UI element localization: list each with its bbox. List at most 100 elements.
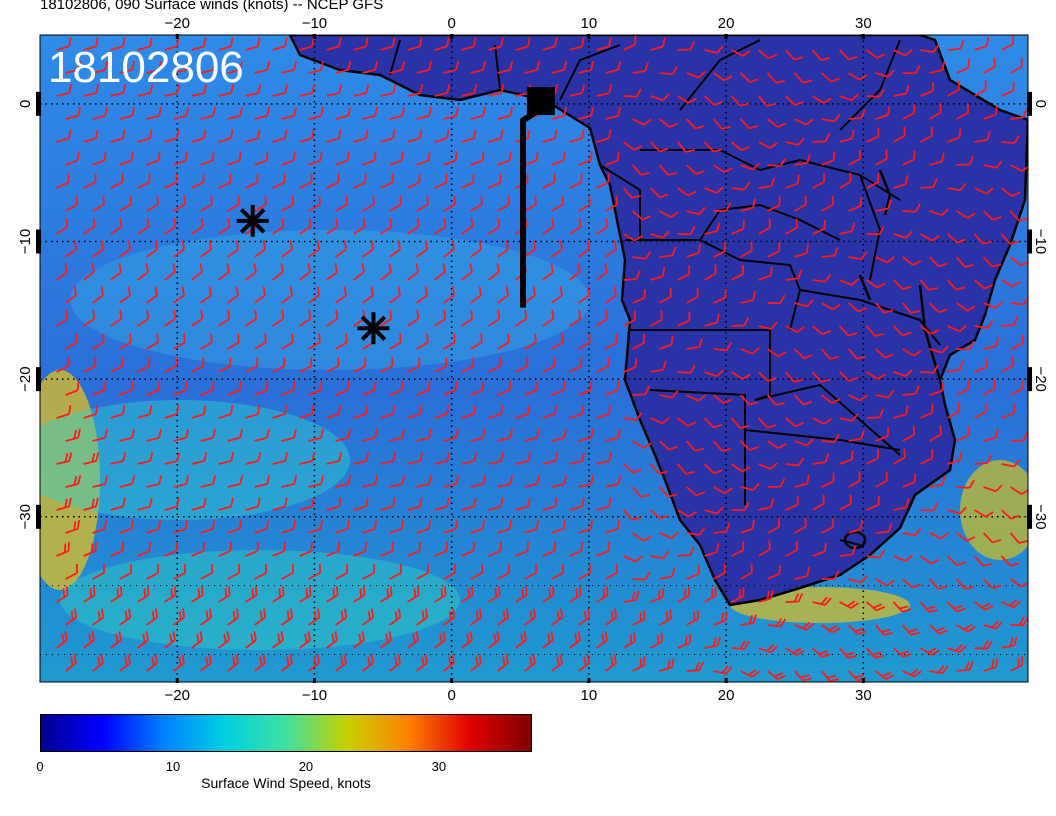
wind-barb [812,494,825,511]
wind-barb [254,564,267,580]
wind-barb [820,348,839,360]
wind-barb [137,129,153,143]
wind-barb [470,333,483,350]
wind-barb [335,60,352,74]
wind-barb [245,129,261,143]
wind-barb [983,428,999,442]
wind-barb [902,348,922,357]
wind-barb [821,518,835,534]
wind-barb [542,541,556,557]
wind-barb [1010,380,1023,396]
wind-barb [1010,656,1024,672]
wind-barb [839,494,852,511]
wind-barb [416,240,428,258]
wind-barb [488,541,502,557]
wind-barb [677,634,692,649]
wind-barb [632,440,652,449]
wind-barb [955,578,974,590]
wind-barb [200,60,217,74]
wind-barb [632,118,652,126]
wind-barb [578,608,591,626]
wind-barb [272,497,288,511]
wind-barb [605,519,620,534]
wind-barb [110,357,124,373]
wind-barb [227,60,244,74]
wind-barb [389,428,405,442]
wind-barb [757,371,777,382]
tick-mark [1027,91,1032,116]
tick-mark [36,367,41,392]
wind-barb [542,452,559,465]
wind-barb [866,127,880,143]
wind-barb [191,37,207,51]
wind-barb [686,526,706,536]
high-wind-band-west [40,370,100,590]
wind-barb [470,106,487,120]
wind-barb [703,417,723,429]
wind-barb [488,37,504,51]
wind-barb [902,256,922,266]
wind-barb [1034,334,1053,349]
wind-barb [218,497,234,511]
wind-barb [299,263,311,281]
wind-barb [443,286,455,304]
wind-barb [677,95,697,104]
wind-barb [407,129,423,143]
wind-barb [164,173,178,189]
wind-barb [470,428,486,442]
wind-barb [380,631,392,649]
wind-barb [488,263,500,281]
wind-barb [650,588,665,603]
wind-barb [730,141,751,152]
wind-barb [848,197,863,212]
wind-barb [137,37,153,51]
wind-barb [65,151,80,166]
wind-barb [920,555,940,565]
wind-barb [218,357,232,373]
wind-barb [578,475,595,488]
wind-barb [281,333,294,350]
wind-barb [470,286,482,304]
wind-barb [137,173,151,189]
wind-barb [488,631,500,649]
wind-barb [137,309,150,327]
wind-barb [982,210,1002,221]
wind-barb [461,631,473,649]
square-marker [526,87,555,116]
wind-barb [281,60,298,74]
wind-barb [218,37,234,51]
wind-barb [893,554,913,562]
wind-barb [443,195,456,212]
wind-barb [92,60,109,74]
wind-barb [677,187,697,197]
wind-barb [110,497,126,511]
wind-barb [443,654,455,672]
wind-barb [164,357,178,373]
wind-barb [362,428,378,442]
wind-barb [254,333,267,350]
wind-barb [218,217,231,235]
wind-barb [353,405,369,419]
wind-barb [631,486,650,498]
wind-barb [1010,108,1028,120]
wind-barb [245,309,258,327]
wind-barb [929,425,942,442]
wind-barb [191,217,204,235]
wind-barb [839,222,856,235]
wind-barb [389,286,401,304]
wind-barb [1001,134,1020,144]
wind-barb [281,564,294,580]
wind-barb [1010,616,1028,627]
wind-barb [245,84,262,97]
wind-barb [649,187,669,199]
wind-barb [407,452,424,465]
wind-barb [947,128,962,143]
wind-barb [227,333,240,350]
wind-barb [649,509,669,520]
wind-barb [92,151,107,166]
wind-barb [137,452,154,465]
wind-barb [811,49,830,61]
wind-barb [173,564,186,580]
wind-barb [353,497,369,511]
wind-barb [605,60,622,74]
